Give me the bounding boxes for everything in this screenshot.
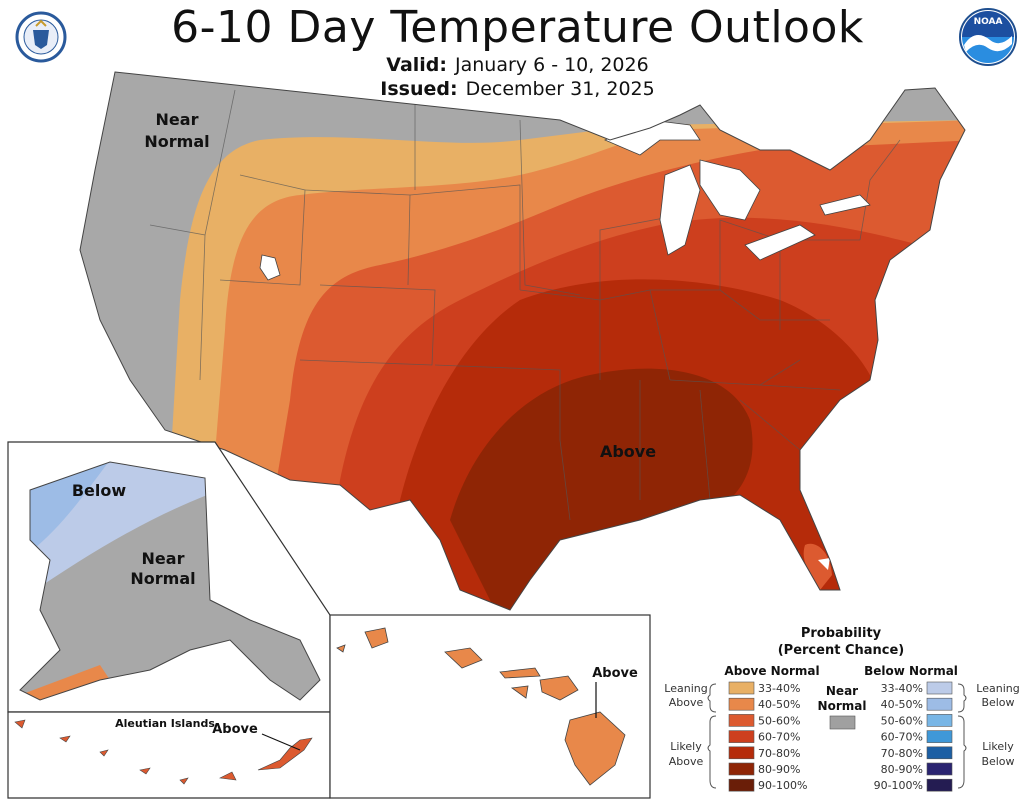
legend-above-swatch-3 <box>728 730 755 743</box>
conus-near-normal-label-2: Normal <box>144 132 209 151</box>
aleutian-islands <box>14 719 313 785</box>
valid-label: Valid: <box>386 54 447 76</box>
leaning-below-brace <box>957 683 967 713</box>
molokai <box>499 667 541 679</box>
legend-below-label-2: 50-60% <box>881 714 923 727</box>
leaning-above-label-2: Above <box>669 696 704 709</box>
leaning-above-brace <box>707 683 717 713</box>
issued-date: Issued: December 31, 2025 <box>0 78 1035 100</box>
state-borders <box>149 89 901 521</box>
legend-near-label: Near <box>826 684 858 698</box>
great-salt-lake <box>259 254 281 281</box>
legend-below-swatch-6 <box>926 778 953 792</box>
legend-below-swatch-1 <box>926 697 953 711</box>
oahu <box>444 647 483 669</box>
legend-above-label-2: 50-60% <box>758 714 800 727</box>
legend-above-label-5: 80-90% <box>758 763 800 776</box>
legend-below-header: Below Normal <box>864 664 958 678</box>
noaa-logo-text: NOAA <box>974 17 1003 27</box>
likely-above-label-2: Above <box>669 755 704 768</box>
hawaii-above-label: Above <box>592 666 638 681</box>
aleutian-title: Aleutian Islands <box>115 717 215 730</box>
legend-near-label-2: Normal <box>818 699 867 713</box>
niihau <box>336 644 346 653</box>
aleutian-above-label: Above <box>212 722 258 737</box>
legend-below-swatch-5 <box>926 762 953 776</box>
lake-okeechobee <box>818 558 830 570</box>
lanai <box>510 685 529 699</box>
lake-ontario <box>819 194 871 216</box>
hawaii-inset <box>329 614 651 799</box>
alaska-inset <box>7 441 331 799</box>
legend-above-swatch-4 <box>728 746 755 760</box>
legend-above-swatch-2 <box>728 714 755 727</box>
lake-huron <box>699 159 761 221</box>
legend-below-swatch-0 <box>926 681 953 695</box>
legend-above-label-0: 33-40% <box>758 682 800 695</box>
conus-above-label: Above <box>600 442 656 461</box>
kauai <box>364 627 389 649</box>
legend-below-swatch-4 <box>926 746 953 760</box>
likely-above-brace <box>707 715 717 789</box>
aleutian-pointer <box>261 733 301 751</box>
valid-value: January 6 - 10, 2026 <box>455 54 649 76</box>
legend-below-label-3: 60-70% <box>881 731 923 744</box>
legend-below-label-5: 80-90% <box>881 763 923 776</box>
region-florida-50-60 <box>803 543 832 590</box>
region-above-80-90 <box>450 368 753 610</box>
legend-above-header: Above Normal <box>724 664 819 678</box>
legend-below-label-1: 40-50% <box>881 698 923 711</box>
likely-above-label: Likely <box>670 740 702 753</box>
legend-above-entries: 33-40% 40-50% 50-60% 60-70% 70-80% 80-90% 90-1… <box>728 681 807 792</box>
legend-above-label-6: 90-100% <box>758 779 807 792</box>
alaska-above-south <box>20 665 110 700</box>
legend-above-label-3: 60-70% <box>758 731 800 744</box>
alaska-outline <box>19 461 321 701</box>
legend-above-swatch-0 <box>728 681 755 695</box>
conus-near-normal-label: Near <box>156 110 199 129</box>
legend-title: Probability <box>801 626 882 641</box>
issued-label: Issued: <box>380 78 458 100</box>
likely-below-label: Likely <box>982 740 1014 753</box>
issued-value: December 31, 2025 <box>465 78 655 100</box>
commerce-seal-icon <box>15 11 67 63</box>
leaning-below-label: Leaning <box>976 682 1019 695</box>
legend: Probability (Percent Chance) Above Norma… <box>664 626 1019 792</box>
legend-below-entries: 33-40% 40-50% 50-60% 60-70% 70-80% 80-90% 90-1… <box>874 681 953 792</box>
leaning-above-label: Leaning <box>664 682 707 695</box>
big-island <box>564 711 626 786</box>
likely-below-brace <box>957 715 967 789</box>
legend-subtitle: (Percent Chance) <box>778 643 905 658</box>
legend-below-label-4: 70-80% <box>881 747 923 760</box>
legend-above-swatch-6 <box>728 778 755 792</box>
alaska-below-label: Below <box>72 481 127 500</box>
conus-outline <box>79 71 966 611</box>
maui <box>539 675 579 701</box>
legend-above-swatch-1 <box>728 697 755 711</box>
alaska-near-normal-label-2: Normal <box>130 569 195 588</box>
lake-michigan <box>659 164 701 256</box>
leaning-below-label-2: Below <box>981 696 1014 709</box>
map-title: 6-10 Day Temperature Outlook <box>171 2 864 53</box>
legend-below-swatch-3 <box>926 730 953 743</box>
legend-above-label-4: 70-80% <box>758 747 800 760</box>
legend-above-label-1: 40-50% <box>758 698 800 711</box>
likely-below-label-2: Below <box>981 755 1014 768</box>
alaska-near-normal-label: Near <box>142 549 185 568</box>
legend-below-label-0: 33-40% <box>881 682 923 695</box>
noaa-logo-icon: NOAA <box>959 8 1017 66</box>
legend-near-swatch <box>829 715 856 730</box>
legend-above-swatch-5 <box>728 762 755 776</box>
legend-below-swatch-2 <box>926 714 953 727</box>
lake-erie <box>744 224 816 261</box>
valid-dates: Valid: January 6 - 10, 2026 <box>0 54 1035 76</box>
legend-below-label-6: 90-100% <box>874 779 923 792</box>
